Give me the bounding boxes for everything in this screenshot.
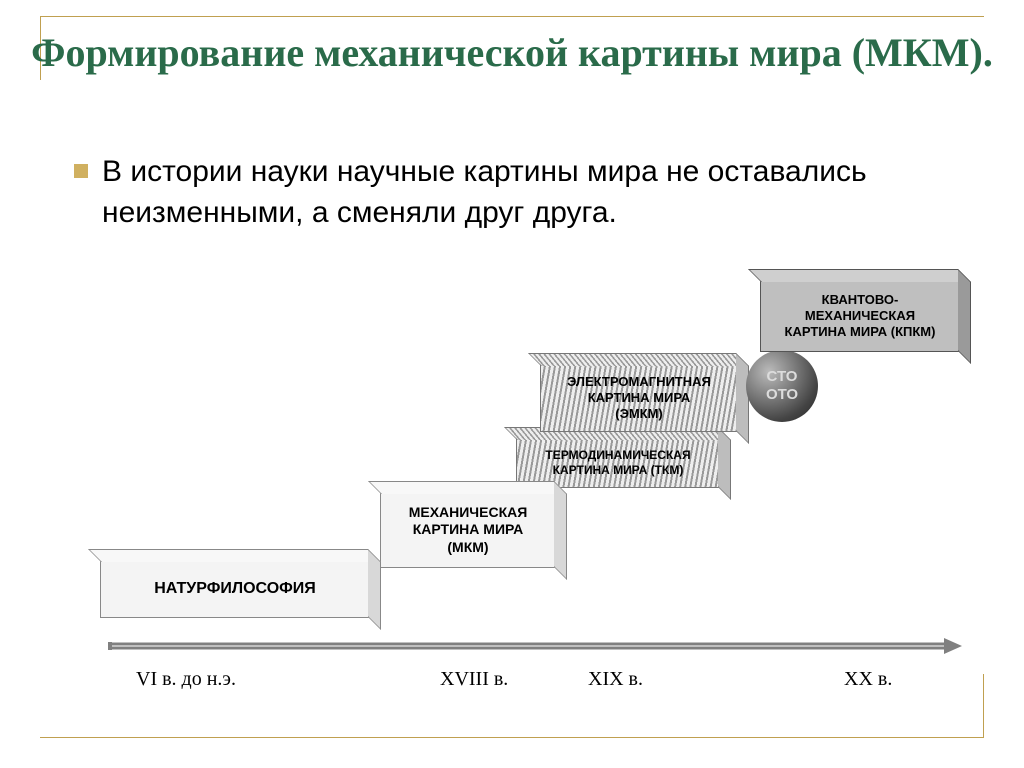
box-kpkm: КВАНТОВО-МЕХАНИЧЕСКАЯКАРТИНА МИРА (КПКМ) — [760, 280, 960, 352]
bullet-icon — [74, 164, 88, 178]
timeline-label: XVIII в. — [440, 668, 508, 691]
sphere-sto-oto: СТООТО — [746, 350, 818, 422]
page-title: Формирование механической картины мира (… — [0, 28, 1024, 78]
timeline-label: VI в. до н.э. — [136, 668, 236, 691]
box-naturphilosophy: НАТУРФИЛОСОФИЯ — [100, 560, 370, 618]
body-text: В истории науки научные картины мира не … — [102, 152, 954, 233]
timeline-label: XIX в. — [588, 668, 643, 691]
box-mkm: МЕХАНИЧЕСКАЯКАРТИНА МИРА(МКМ) — [380, 492, 556, 568]
timeline-label: XX в. — [844, 668, 892, 691]
body-bullet-row: В истории науки научные картины мира не … — [74, 152, 954, 233]
box-emkm: ЭЛЕКТРОМАГНИТНАЯКАРТИНА МИРА(ЭМКМ) — [540, 364, 738, 432]
staircase-diagram: СТООТО НАТУРФИЛОСОФИЯ МЕХАНИЧЕСКАЯКАРТИН… — [100, 280, 960, 700]
timeline-arrow — [108, 634, 964, 658]
